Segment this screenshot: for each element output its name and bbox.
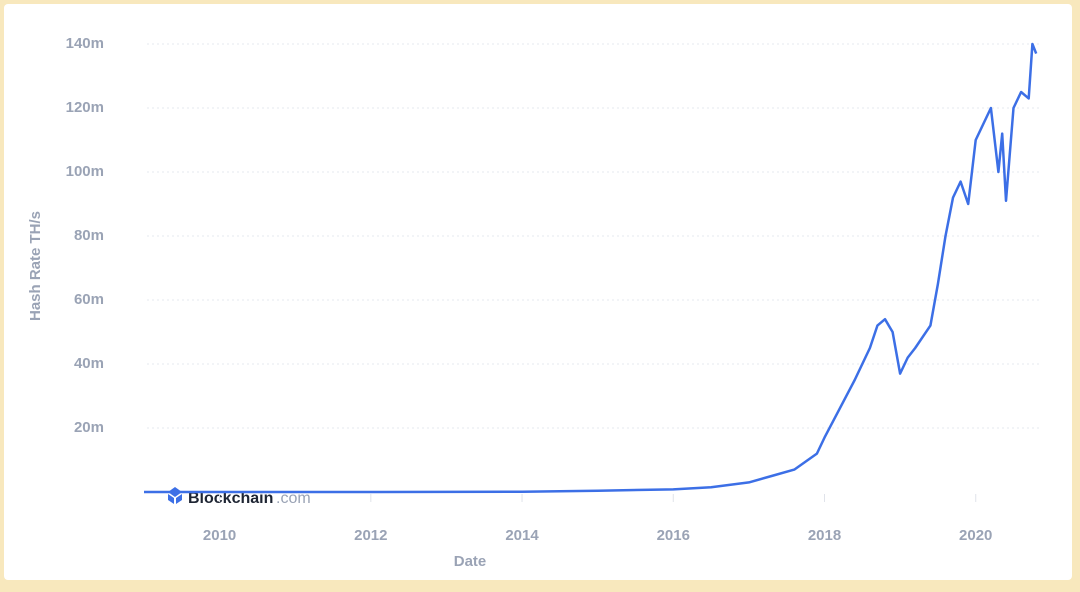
x-tick-label: 2012 — [354, 527, 387, 544]
y-tick-label: 100m — [66, 163, 104, 180]
x-tick-label: 2020 — [959, 527, 992, 544]
y-axis-label: Hash Rate TH/s — [27, 211, 44, 321]
y-tick-label: 80m — [74, 227, 104, 244]
x-tick-label: 2018 — [808, 527, 841, 544]
y-tick-label: 60m — [74, 291, 104, 308]
x-tick-label: 2016 — [657, 527, 690, 544]
panel — [4, 4, 1072, 580]
watermark: Blockchain .com — [168, 487, 311, 507]
x-tick-label: 2010 — [203, 527, 236, 544]
y-tick-label: 140m — [66, 35, 104, 52]
watermark-brand: Blockchain — [188, 490, 273, 507]
x-tick-label: 2014 — [505, 527, 539, 544]
y-tick-label: 40m — [74, 355, 104, 372]
y-tick-label: 20m — [74, 419, 104, 436]
watermark-suffix: .com — [276, 490, 311, 507]
x-axis-label: Date — [454, 553, 487, 570]
data-line — [144, 42, 1038, 494]
y-tick-label: 120m — [66, 99, 104, 116]
